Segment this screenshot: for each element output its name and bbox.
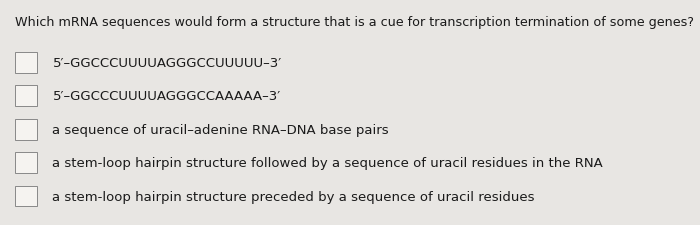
FancyBboxPatch shape bbox=[15, 86, 37, 107]
FancyBboxPatch shape bbox=[15, 153, 37, 173]
Text: a sequence of uracil–adenine RNA–DNA base pairs: a sequence of uracil–adenine RNA–DNA bas… bbox=[52, 123, 389, 136]
Text: a stem-loop hairpin structure preceded by a sequence of uracil residues: a stem-loop hairpin structure preceded b… bbox=[52, 190, 535, 203]
FancyBboxPatch shape bbox=[15, 53, 37, 73]
FancyBboxPatch shape bbox=[15, 119, 37, 140]
Text: 5′–GGCCCUUUUAGGGCCAAAAA–3′: 5′–GGCCCUUUUAGGGCCAAAAA–3′ bbox=[52, 90, 281, 103]
Text: 5′–GGCCCUUUUAGGGCCUUUUU–3′: 5′–GGCCCUUUUAGGGCCUUUUU–3′ bbox=[52, 56, 281, 70]
Text: Which mRNA sequences would form a structure that is a cue for transcription term: Which mRNA sequences would form a struct… bbox=[15, 16, 694, 29]
Text: a stem-loop hairpin structure followed by a sequence of uracil residues in the R: a stem-loop hairpin structure followed b… bbox=[52, 156, 603, 169]
FancyBboxPatch shape bbox=[15, 186, 37, 207]
